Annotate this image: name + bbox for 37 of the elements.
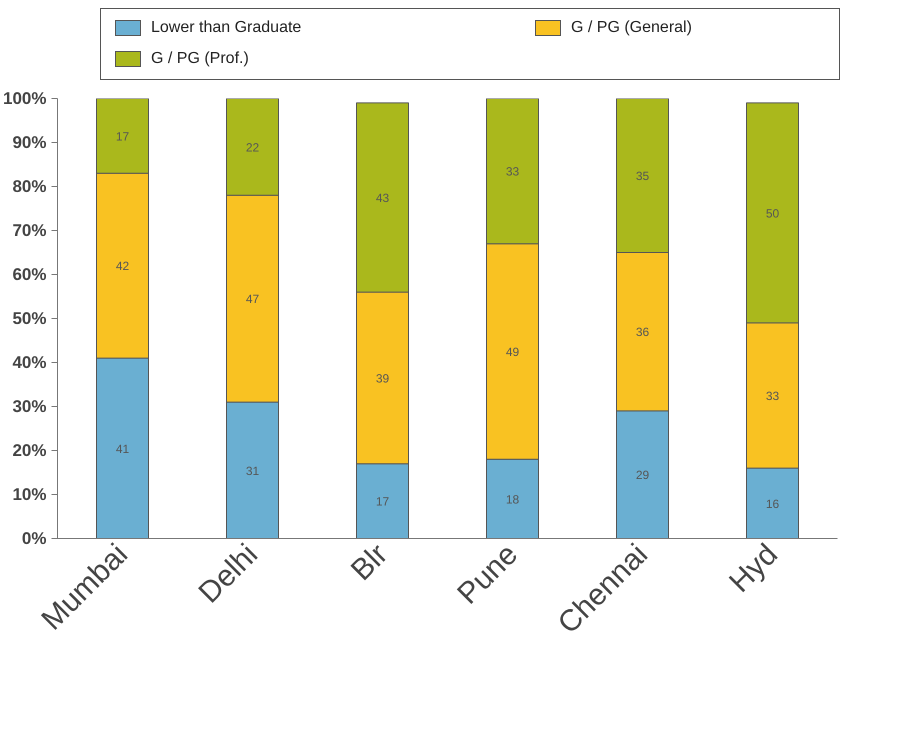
y-tick-label: 70% — [12, 221, 47, 240]
legend-item: G / PG (General) — [535, 17, 835, 40]
data-label: 16 — [766, 496, 780, 511]
legend-label: G / PG (General) — [571, 18, 692, 38]
legend-label: Lower than Graduate — [151, 18, 302, 38]
x-tick-label: Blr — [344, 538, 394, 588]
data-label: 17 — [376, 494, 390, 509]
y-tick-label: 20% — [12, 441, 47, 460]
data-label: 22 — [246, 140, 260, 154]
data-label: 29 — [636, 468, 650, 482]
data-label: 42 — [116, 259, 130, 274]
legend-label: G / PG (Prof.) — [151, 48, 249, 69]
data-label: 47 — [246, 292, 260, 306]
data-label: 49 — [506, 345, 520, 359]
legend-item: G / PG (Prof.) — [115, 48, 535, 71]
legend-item: Lower than Graduate — [115, 17, 535, 40]
y-tick-label: 40% — [12, 353, 47, 372]
data-label: 36 — [636, 325, 650, 340]
y-tick-label: 50% — [12, 309, 47, 328]
data-label: 43 — [376, 191, 390, 205]
data-label: 41 — [116, 442, 130, 456]
y-tick-label: 0% — [22, 529, 47, 548]
data-label: 50 — [766, 206, 780, 220]
y-tick-label: 30% — [12, 397, 47, 416]
y-tick-label: 10% — [12, 485, 47, 504]
data-label: 18 — [506, 492, 520, 506]
y-tick-label: 90% — [12, 133, 47, 152]
data-label: 35 — [636, 169, 650, 183]
x-tick-label: Hyd — [723, 538, 784, 599]
y-tick-label: 100% — [3, 89, 47, 108]
data-label: 33 — [506, 164, 520, 179]
data-label: 39 — [376, 371, 390, 386]
y-tick-label: 60% — [12, 265, 47, 284]
data-label: 31 — [246, 464, 260, 478]
data-label: 17 — [116, 129, 130, 144]
y-tick-label: 80% — [12, 177, 47, 196]
data-label: 33 — [766, 389, 780, 403]
